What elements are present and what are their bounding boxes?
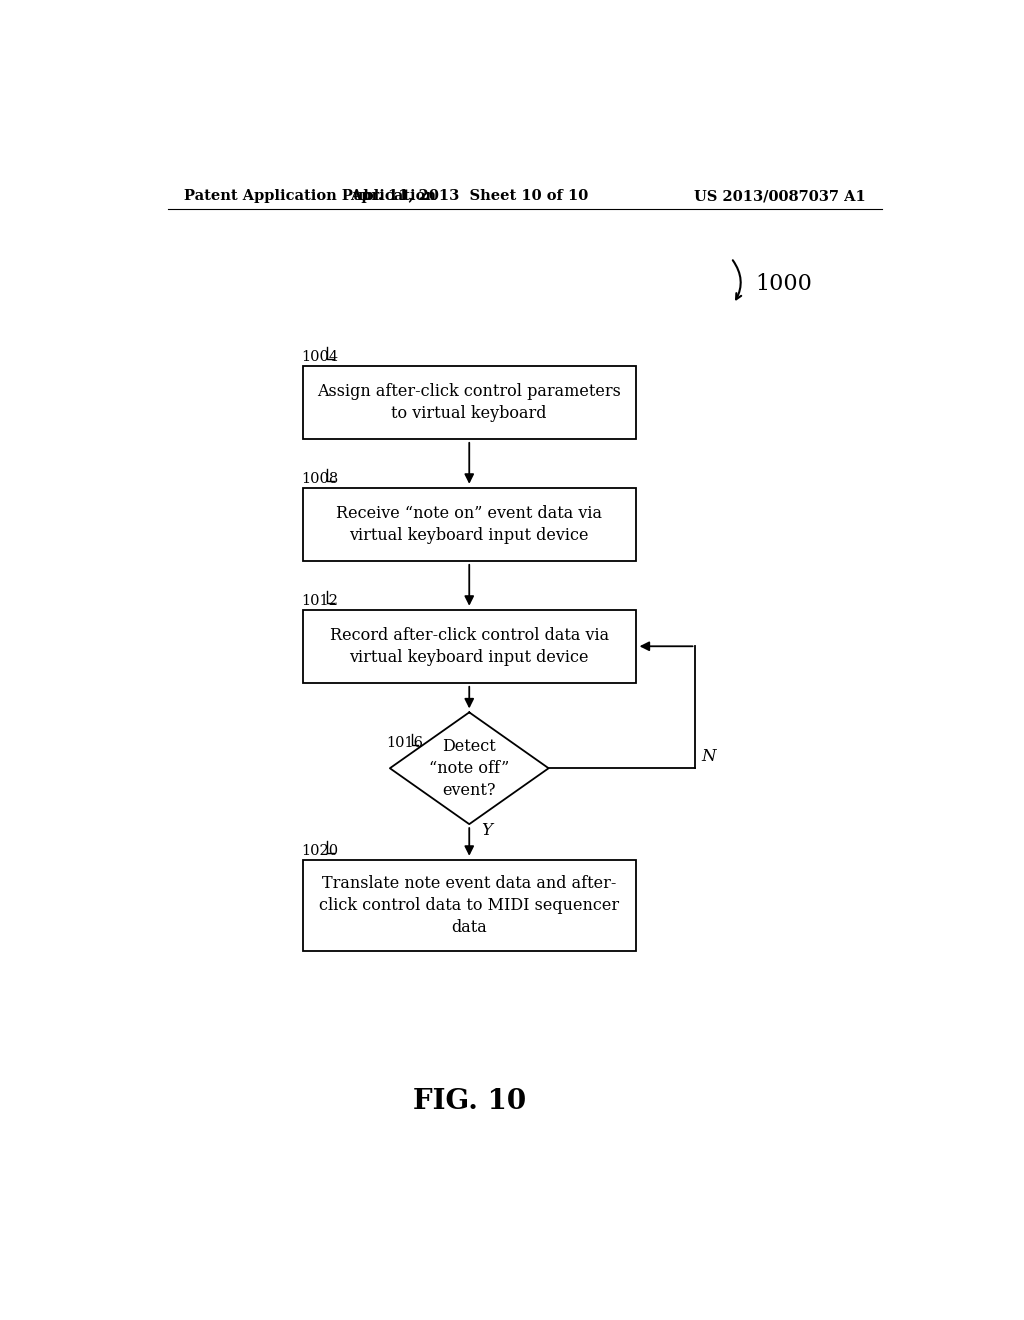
Text: 1020: 1020	[301, 843, 338, 858]
Text: Receive “note on” event data via
virtual keyboard input device: Receive “note on” event data via virtual…	[336, 504, 602, 544]
Text: FIG. 10: FIG. 10	[413, 1088, 525, 1115]
Text: Patent Application Publication: Patent Application Publication	[183, 189, 435, 203]
Bar	[303, 487, 636, 561]
Text: Apr. 11, 2013  Sheet 10 of 10: Apr. 11, 2013 Sheet 10 of 10	[350, 189, 589, 203]
Text: 1012: 1012	[301, 594, 338, 607]
Text: 1016: 1016	[386, 737, 423, 750]
Text: Record after-click control data via
virtual keyboard input device: Record after-click control data via virt…	[330, 627, 609, 665]
Text: 1000: 1000	[755, 273, 812, 296]
Bar	[303, 610, 636, 682]
Text: N: N	[701, 747, 716, 764]
Bar	[303, 366, 636, 440]
Text: 1004: 1004	[301, 350, 338, 364]
Text: 1008: 1008	[301, 471, 338, 486]
Text: Assign after-click control parameters
to virtual keyboard: Assign after-click control parameters to…	[317, 383, 622, 422]
Bar	[303, 859, 636, 952]
Text: Y: Y	[481, 822, 493, 838]
Text: US 2013/0087037 A1: US 2013/0087037 A1	[694, 189, 866, 203]
Text: Translate note event data and after-
click control data to MIDI sequencer
data: Translate note event data and after- cli…	[319, 875, 620, 936]
Text: Detect
“note off”
event?: Detect “note off” event?	[429, 738, 509, 799]
